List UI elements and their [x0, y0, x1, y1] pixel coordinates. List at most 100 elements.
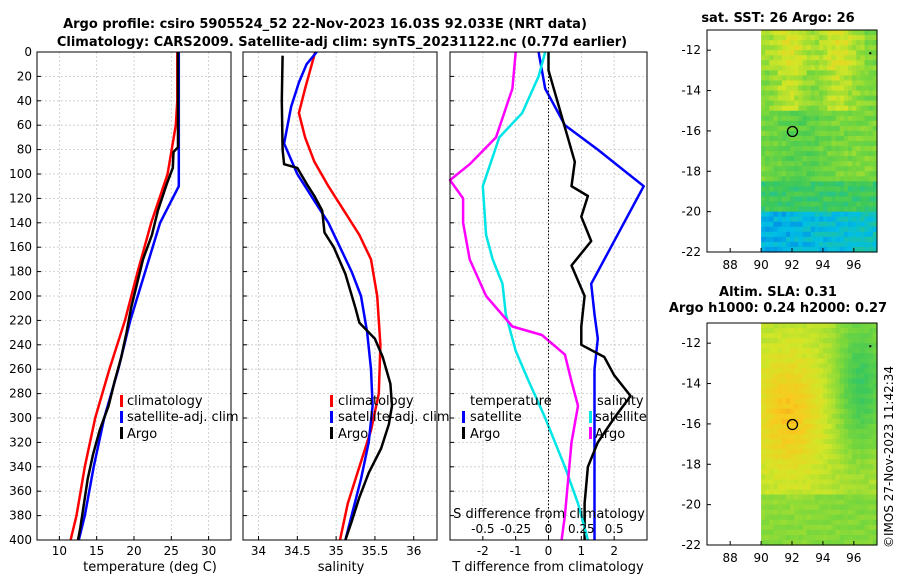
- map-cell: [823, 191, 828, 198]
- map-cell: [868, 328, 874, 334]
- map-cell: [835, 231, 841, 238]
- map-cell: [831, 171, 837, 177]
- map-cell: [819, 110, 824, 117]
- map-cell: [810, 80, 816, 87]
- map-cell: [769, 464, 775, 470]
- map-cell: [810, 55, 816, 61]
- map-cell: [802, 246, 808, 253]
- map-cell: [785, 135, 791, 142]
- map-cell: [810, 519, 816, 526]
- map-cell: [781, 191, 787, 198]
- map-cell: [806, 474, 812, 481]
- map-cell: [868, 55, 874, 61]
- map-cell: [843, 484, 849, 491]
- map-cell: [872, 75, 878, 82]
- map-cell: [777, 413, 783, 420]
- map-cell: [868, 196, 874, 203]
- map-cell: [802, 338, 808, 344]
- map-cell: [831, 499, 837, 506]
- map-cell: [864, 65, 870, 71]
- map-cell: [856, 534, 862, 541]
- map-cell: [827, 120, 833, 127]
- map-cell: [839, 100, 845, 107]
- map-lon-label: 92: [784, 258, 799, 272]
- map-cell: [819, 35, 824, 41]
- map-cell: [823, 186, 828, 193]
- map-cell: [864, 60, 870, 66]
- map-cell: [835, 439, 841, 445]
- map-cell: [810, 100, 816, 107]
- map-cell: [864, 504, 870, 511]
- map-cell: [814, 423, 820, 430]
- map-cell: [827, 65, 833, 71]
- map-cell: [827, 115, 833, 122]
- map-cell: [781, 373, 787, 380]
- map-cell: [790, 418, 795, 425]
- map-cell: [781, 231, 787, 238]
- map-cell: [872, 534, 878, 541]
- map-cell: [765, 509, 770, 516]
- map-cell: [823, 80, 828, 87]
- map-cell: [827, 226, 833, 233]
- map-cell: [810, 368, 816, 375]
- map-cell: [819, 514, 824, 521]
- map-cell: [852, 65, 857, 71]
- map-cell: [823, 135, 828, 142]
- map-cell: [773, 353, 779, 359]
- map-cell: [839, 125, 845, 132]
- map-cell: [835, 75, 841, 82]
- map-cell: [798, 231, 804, 238]
- map-cell: [806, 363, 812, 370]
- map-cell: [856, 105, 862, 112]
- map-cell: [777, 105, 783, 112]
- map-cell: [802, 45, 808, 51]
- map-cell: [810, 469, 816, 475]
- map-cell: [827, 529, 833, 536]
- map-cell: [864, 444, 870, 450]
- map-cell: [790, 166, 795, 172]
- map-cell: [769, 348, 775, 354]
- map-cell: [827, 110, 833, 117]
- map-cell: [839, 130, 845, 137]
- map-cell: [785, 85, 791, 92]
- map-cell: [860, 201, 866, 208]
- map-cell: [823, 65, 828, 71]
- map-cell: [856, 454, 862, 460]
- map-cell: [823, 151, 828, 157]
- map-cell: [806, 151, 812, 157]
- map-cell: [872, 499, 878, 506]
- map-cell: [860, 408, 866, 415]
- map-cell: [843, 383, 849, 390]
- map-cell: [802, 398, 808, 405]
- map-cell: [814, 221, 820, 228]
- map-cell: [814, 333, 820, 339]
- map-cell: [814, 35, 820, 41]
- map-cell: [777, 464, 783, 470]
- map-cell: [806, 125, 812, 132]
- map-cell: [802, 383, 808, 390]
- map-cell: [835, 156, 841, 162]
- map-cell: [835, 60, 841, 66]
- map-cell: [806, 444, 812, 450]
- map-cell: [777, 534, 783, 541]
- map-cell: [827, 221, 833, 228]
- map-cell: [852, 90, 857, 97]
- map-cell: [839, 161, 845, 167]
- map-cell: [810, 444, 816, 450]
- map-cell: [781, 333, 787, 339]
- map-cell: [781, 100, 787, 107]
- map-cell: [823, 120, 828, 127]
- map-cell: [802, 539, 808, 546]
- map-cell: [839, 201, 845, 208]
- map-cell: [860, 110, 866, 117]
- map-cell: [806, 141, 812, 147]
- map-cell: [848, 363, 853, 370]
- map-cell: [856, 449, 862, 455]
- map-cell: [777, 444, 783, 450]
- map-cell: [761, 479, 766, 486]
- map-cell: [852, 363, 857, 370]
- map-cell: [765, 514, 770, 521]
- map-cell: [781, 494, 787, 501]
- map-cell: [761, 236, 766, 243]
- map-cell: [839, 60, 845, 66]
